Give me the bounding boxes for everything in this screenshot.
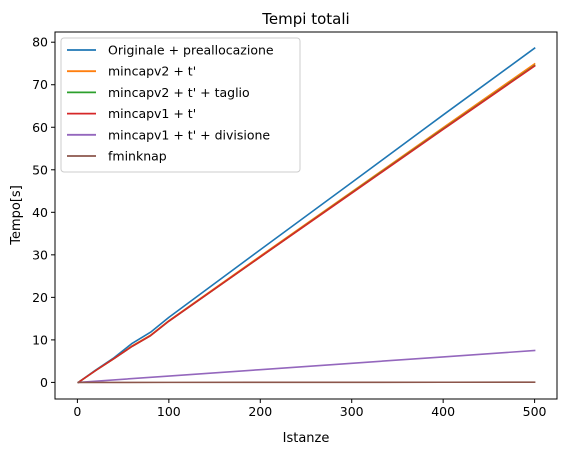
y-tick-label: 0 <box>40 375 48 390</box>
x-axis-label: Istanze <box>283 431 330 446</box>
legend: Originale + preallocazione mincapv2 + t' m… <box>61 38 300 172</box>
legend-label-3: mincapv1 + t' <box>108 106 196 121</box>
x-tick-label: 500 <box>523 404 547 419</box>
x-tick-label: 400 <box>431 404 455 419</box>
legend-box <box>61 38 300 172</box>
x-tick-label: 300 <box>340 404 364 419</box>
legend-label-5: fminknap <box>108 149 167 164</box>
legend-label-0: Originale + preallocazione <box>108 43 274 58</box>
y-tick-label: 20 <box>32 290 48 305</box>
y-tick-label: 30 <box>32 247 48 262</box>
x-tick-label: 200 <box>248 404 272 419</box>
y-tick-label: 70 <box>32 77 48 92</box>
x-tick-label: 100 <box>157 404 181 419</box>
y-tick-label: 10 <box>32 332 48 347</box>
chart-title: Tempi totali <box>261 10 349 28</box>
legend-label-2: mincapv2 + t' + taglio <box>108 85 250 100</box>
y-tick-label: 50 <box>32 162 48 177</box>
y-tick-label: 60 <box>32 120 48 135</box>
y-tick-label: 80 <box>32 35 48 50</box>
legend-label-4: mincapv1 + t' + divisione <box>108 127 270 142</box>
y-axis-label: Tempo[s] <box>9 185 24 246</box>
y-tick-label: 40 <box>32 205 48 220</box>
legend-label-1: mincapv2 + t' <box>108 64 196 79</box>
x-tick-label: 0 <box>73 404 81 419</box>
